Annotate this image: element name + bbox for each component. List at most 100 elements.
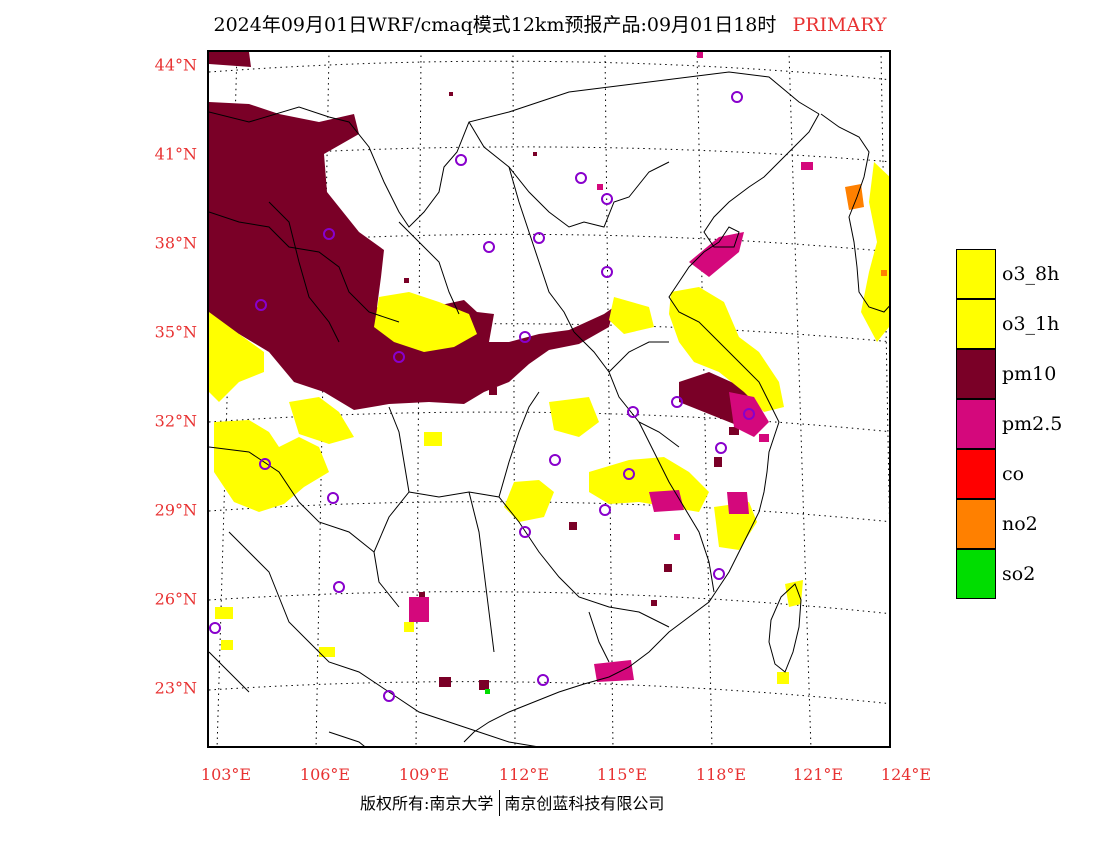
pm10-dot [714,457,722,467]
station-marker [623,468,635,480]
station-marker [731,91,743,103]
legend-swatch [956,399,996,449]
station-marker [483,241,495,253]
graticule-lat-38 [209,233,889,253]
border-line [268,201,340,343]
o3-region-taiwan [785,580,803,607]
o3-region-korea [861,162,889,342]
station-marker [549,454,561,466]
lon-label-109: 109°E [398,765,450,784]
border-line [508,166,575,333]
pm25-region-shanghai [729,392,769,437]
border-line [209,651,250,693]
station-marker [327,492,339,504]
border-line [373,406,410,608]
coastline-hainan [328,731,365,746]
graticule-lon-115 [604,52,614,746]
copyright-footer: 版权所有:南京大学 南京创蓝科技有限公司 [360,789,665,818]
coastline-taiwan [768,583,802,673]
graticule-lat-44 [209,60,889,81]
lat-label-23: 23°N [154,678,197,698]
lat-label-41: 41°N [154,144,197,164]
station-marker [627,406,639,418]
pm25-dot [597,184,603,190]
title-main: 2024年09月01日WRF/cmaq模式12km预报产品:09月01日18时 [213,14,777,36]
station-marker [533,232,545,244]
station-marker [519,526,531,538]
graticule-lon-112 [512,52,516,746]
coastline [328,113,889,746]
pm10-dot [479,680,489,690]
legend-swatch [956,549,996,599]
o3-region-chongqing [289,397,354,444]
station-marker [601,193,613,205]
station-marker [519,331,531,343]
station-marker [537,674,549,686]
border-line [228,531,537,746]
pm25-dot [674,534,680,540]
o3-region-hubei [549,397,599,437]
border-line [209,71,820,228]
o3-region-central [504,480,554,522]
lon-label-112: 112°E [498,765,550,784]
lon-label-124: 124°E [880,765,932,784]
copyright-right: 南京创蓝科技有限公司 [504,794,665,813]
legend-swatch [956,449,996,499]
copyright-left: 版权所有:南京大学 [360,794,494,813]
graticule-lon-109 [415,52,422,746]
pm10-dot [369,280,375,286]
lat-label-32: 32°N [154,411,197,431]
station-marker [671,396,683,408]
legend-label: pm10 [1002,363,1057,385]
pm25-region-hunan [649,490,684,512]
legend-swatch [956,299,996,349]
pm25-region-guangxi [409,597,429,622]
border-line [398,221,460,315]
pm10-dot [404,278,409,283]
station-marker [715,442,727,454]
station-marker [259,458,271,470]
station-marker [255,299,267,311]
legend-swatch [956,249,996,299]
lon-label-106: 106°E [299,765,351,784]
map-canvas[interactable] [209,52,891,748]
border-line [209,446,375,553]
legend-label: o3_8h [1002,263,1060,285]
graticule-lon-124 [880,52,889,520]
graticule [209,52,889,746]
border-line [608,341,669,373]
pm25-region-fujian [727,492,749,514]
pm10-dot [651,600,657,606]
o3-dot [404,622,414,632]
graticule-lat-32 [209,411,889,433]
station-marker [209,622,221,634]
station-marker [743,408,755,420]
graticule-lon-118 [696,52,713,746]
o3-region-southwest [214,420,329,512]
border-line [588,611,610,663]
title-primary-tag: PRIMARY [792,14,887,36]
o3-region-north-band [374,292,477,352]
coastline-korea [820,113,889,313]
map-frame[interactable] [207,50,891,748]
pm25-region-guangdong [594,660,634,682]
lat-label-44: 44°N [154,55,197,75]
pm25-field [409,52,813,682]
so2-field [485,689,490,694]
border-line [468,121,670,228]
pm10-dot [569,522,577,530]
pm10-dot [664,564,672,572]
border-line [209,211,400,323]
legend-label: o3_1h [1002,313,1060,335]
station-marker [383,690,395,702]
graticule-lat-26 [209,591,889,615]
border-line [408,491,670,628]
o3-region-hebei [609,297,654,334]
legend-label: co [1002,463,1025,485]
lat-label-35: 35°N [154,322,197,342]
lon-label-115: 115°E [596,765,648,784]
lat-label-38: 38°N [154,233,197,253]
pm25-region-coast [689,232,744,277]
graticule-lat-35 [209,323,889,343]
no2-region-korea [845,184,864,210]
